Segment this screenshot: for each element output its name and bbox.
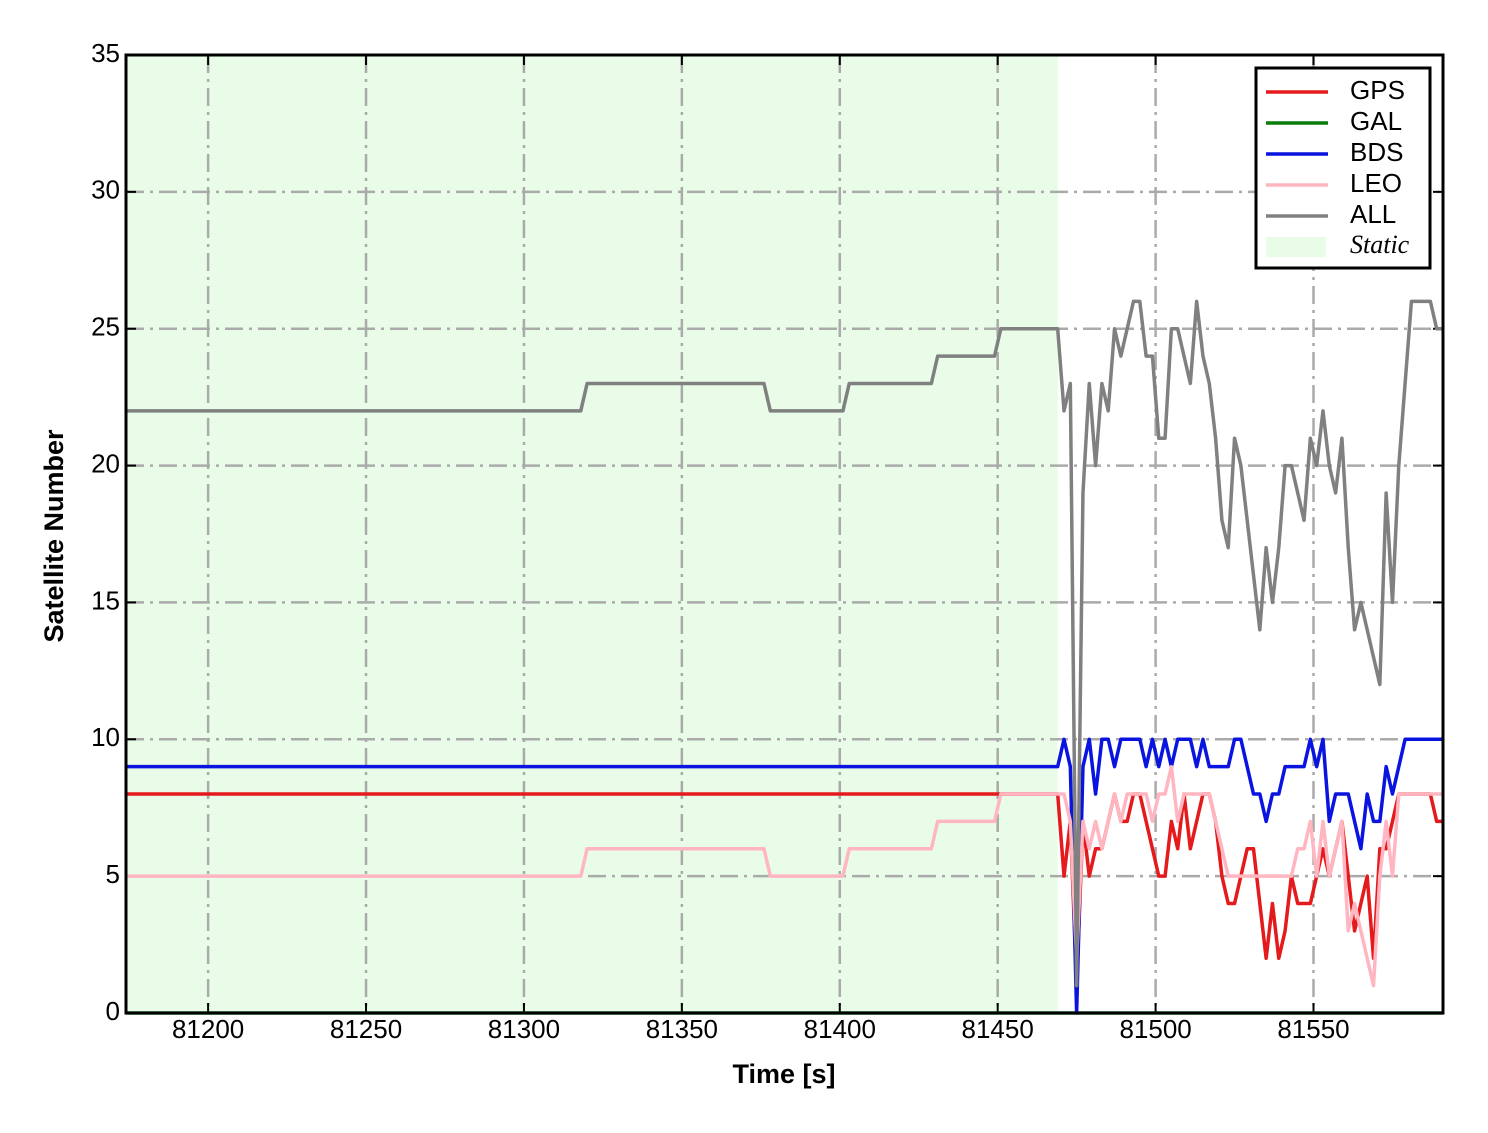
x-tick-label: 81300	[488, 1014, 560, 1044]
x-axis-label: Time [s]	[732, 1059, 835, 1089]
legend-label: BDS	[1350, 137, 1403, 167]
y-tick-label: 35	[91, 38, 120, 68]
legend-swatch	[1266, 237, 1326, 257]
plot-frame	[124, 53, 1445, 1015]
series-line	[126, 299, 1443, 988]
x-tick-label: 81200	[172, 1014, 244, 1044]
series-line	[126, 764, 1443, 988]
x-tick-label: 81550	[1277, 1014, 1349, 1044]
legend-box	[1254, 66, 1432, 270]
y-tick-label: 5	[106, 859, 120, 889]
static-span	[126, 55, 1058, 1013]
legend-label: ALL	[1350, 199, 1396, 229]
legend-label: Static	[1350, 230, 1410, 259]
y-axis-label: Satellite Number	[39, 429, 69, 643]
legend-label: GAL	[1350, 106, 1402, 136]
series-line	[126, 737, 1443, 1015]
x-tick-label: 81500	[1119, 1014, 1191, 1044]
x-tick-label: 81350	[646, 1014, 718, 1044]
y-tick-label: 0	[106, 996, 120, 1026]
y-tick-label: 25	[91, 312, 120, 342]
y-tick-label: 10	[91, 722, 120, 752]
x-tick-label: 81400	[804, 1014, 876, 1044]
legend-label: GPS	[1350, 75, 1405, 105]
legend-label: LEO	[1350, 168, 1402, 198]
x-tick-label: 81450	[962, 1014, 1034, 1044]
y-tick-label: 30	[91, 175, 120, 205]
x-tick-label: 81250	[330, 1014, 402, 1044]
y-tick-label: 15	[91, 585, 120, 615]
y-tick-label: 20	[91, 448, 120, 478]
